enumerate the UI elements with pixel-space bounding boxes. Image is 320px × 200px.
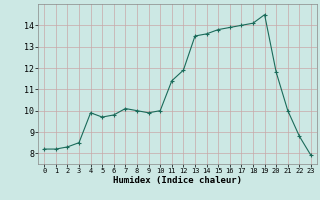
X-axis label: Humidex (Indice chaleur): Humidex (Indice chaleur) [113,176,242,185]
